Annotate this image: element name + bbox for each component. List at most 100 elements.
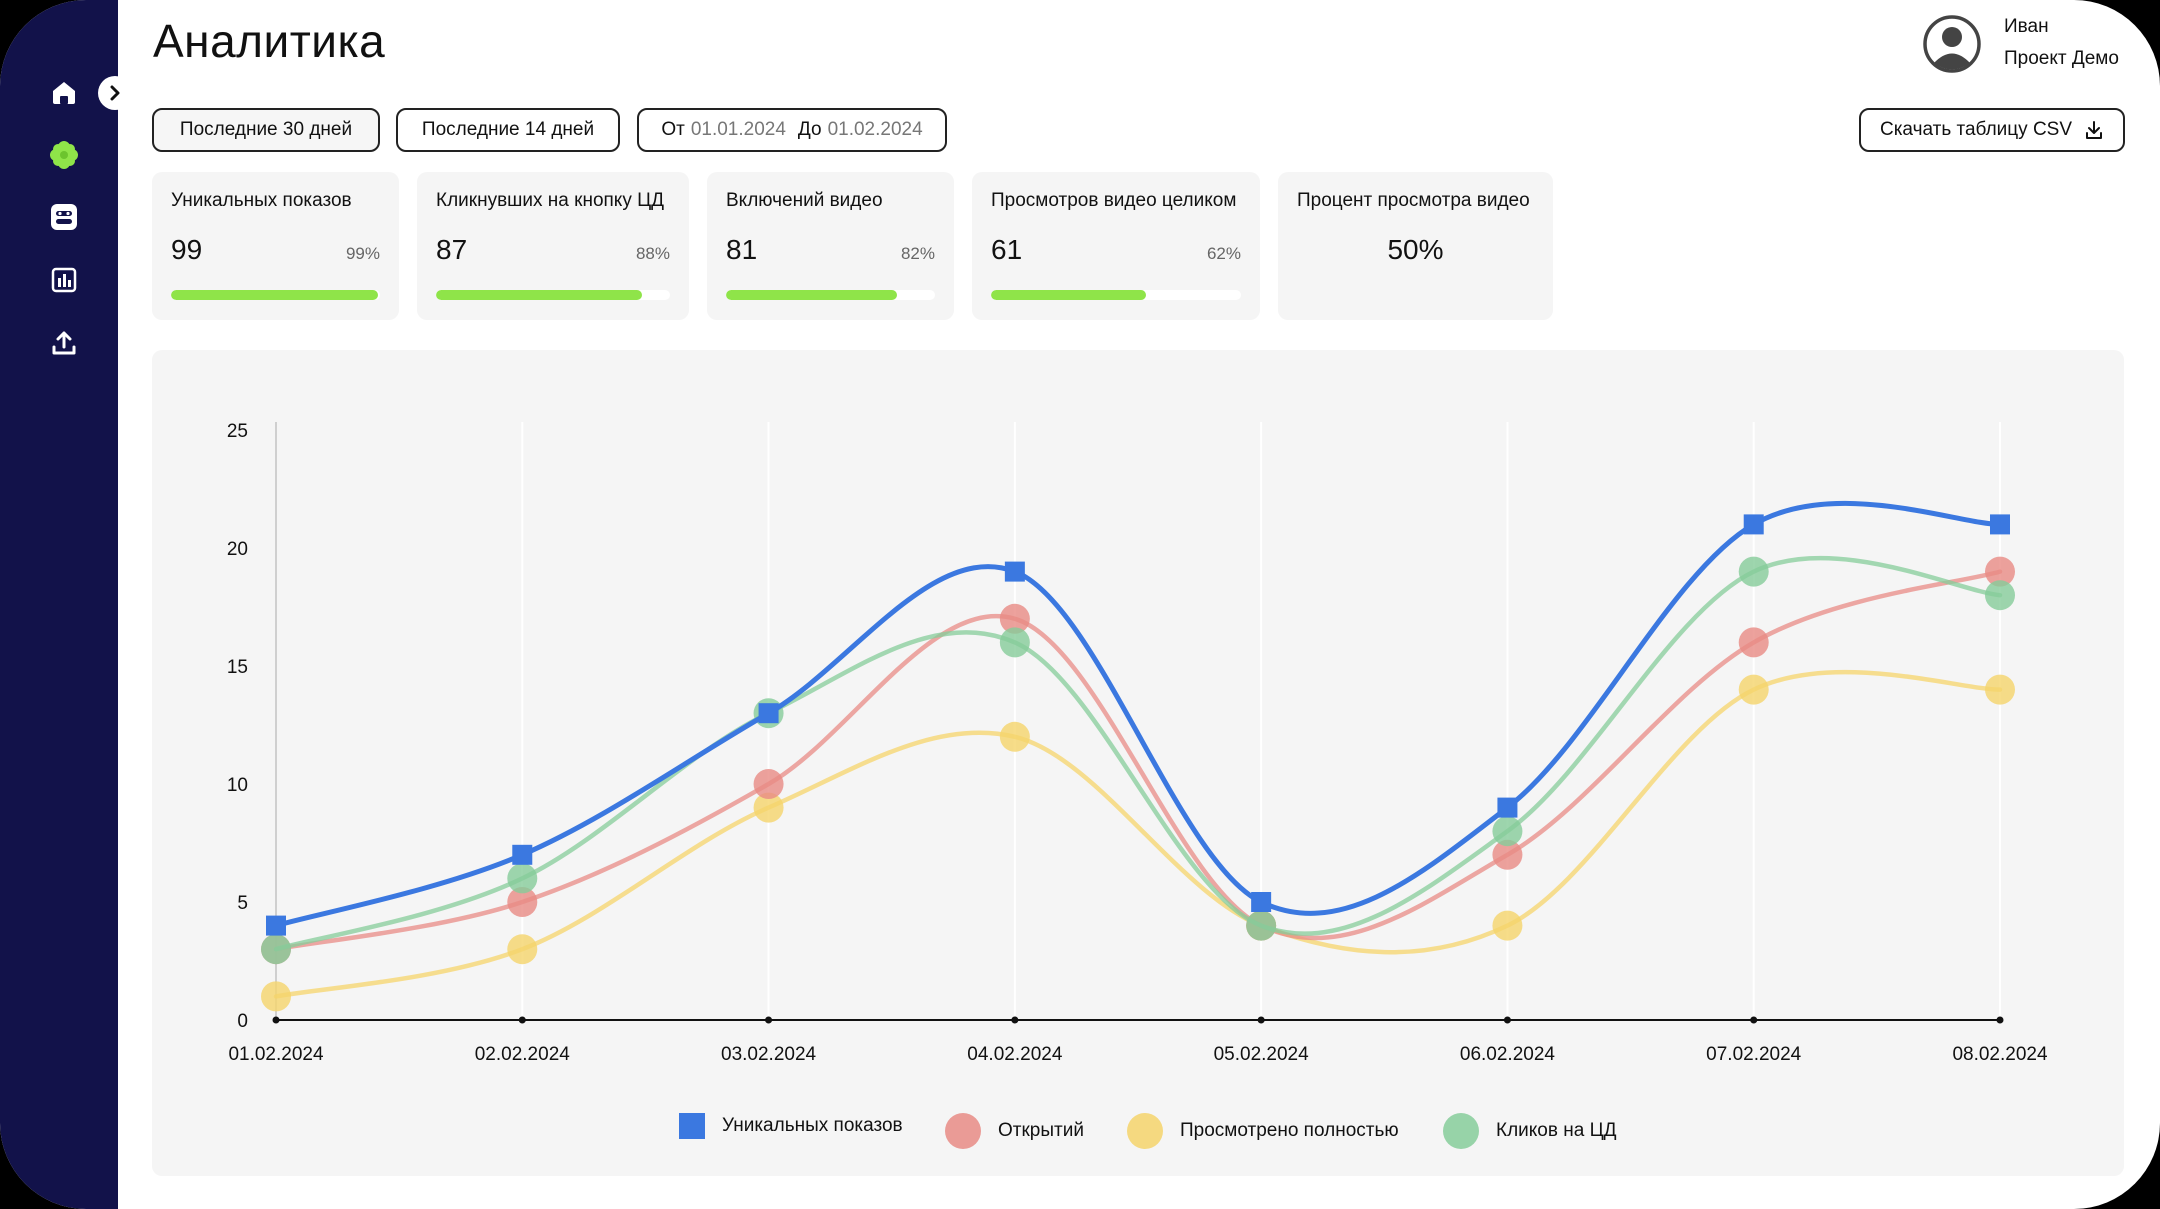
stat-card-title: Кликнувших на кнопку ЦД xyxy=(436,190,665,211)
series-line xyxy=(273,569,2003,952)
data-point-square[interactable] xyxy=(1251,892,1272,912)
avatar[interactable] xyxy=(1922,14,1982,74)
x-tick xyxy=(765,1016,773,1024)
x-tick xyxy=(272,1016,280,1024)
stat-card-value: 99 xyxy=(171,234,203,265)
x-tick xyxy=(518,1016,526,1024)
download-csv-label: Скачать таблицу CSV xyxy=(1879,119,2073,140)
download-csv-button[interactable]: Скачать таблицу CSV xyxy=(1859,108,2125,152)
data-point-square[interactable] xyxy=(1497,797,1518,818)
sidebar-item-analytics[interactable] xyxy=(46,262,82,298)
y-tick-label: 15 xyxy=(227,657,248,678)
y-tick-label: 25 xyxy=(227,421,248,442)
x-tick xyxy=(1011,1016,1019,1024)
page-title: Аналитика xyxy=(153,15,386,67)
x-tick xyxy=(1750,1016,1758,1024)
data-point-square[interactable] xyxy=(512,844,533,865)
download-icon xyxy=(2086,121,2103,139)
data-point-circle[interactable] xyxy=(1738,627,1769,658)
legend-square-icon xyxy=(679,1113,705,1139)
chevron-right-icon xyxy=(110,85,120,101)
stat-card-percent: 99% xyxy=(345,244,380,263)
sidebar-item-upload[interactable] xyxy=(46,325,82,361)
data-point-circle[interactable] xyxy=(999,603,1030,634)
last-14-days-button[interactable]: Последние 14 дней xyxy=(396,108,620,152)
data-point-square[interactable] xyxy=(1743,514,1764,535)
legend-item-opens[interactable]: Открытий xyxy=(944,1112,1084,1150)
chart-panel: 01.02.2024 02.02.2024 03.02.2024 04.02.2024… xyxy=(152,350,2124,1176)
stat-card-title: Уникальных показов xyxy=(171,190,352,211)
date-range-picker[interactable]: От 01.01.2024 До 01.02.2024 xyxy=(637,108,947,152)
x-tick xyxy=(1503,1016,1511,1024)
date-to-value[interactable]: 01.02.2024 xyxy=(827,119,923,140)
data-point-circle[interactable] xyxy=(1246,910,1277,941)
y-tick-label: 20 xyxy=(227,539,248,560)
last-30-days-button[interactable]: Последние 30 дней xyxy=(152,108,380,152)
legend-item-cta-clicks[interactable]: Кликов на ЦД xyxy=(1442,1112,1617,1150)
legend-circle-icon xyxy=(945,1113,981,1149)
x-tick-label: 04.02.2024 xyxy=(967,1044,1063,1065)
x-tick-label: 05.02.2024 xyxy=(1214,1044,1310,1065)
line-chart: 01.02.2024 02.02.2024 03.02.2024 04.02.2024… xyxy=(227,421,2048,1065)
data-point-circle[interactable] xyxy=(1492,839,1523,870)
user-menu[interactable]: Иван Проект Демо xyxy=(1922,12,2160,82)
data-point-square[interactable] xyxy=(266,915,286,936)
sidebar-item-home[interactable] xyxy=(46,74,82,110)
sidebar-item-creatives[interactable] xyxy=(46,137,82,173)
data-point-circle[interactable] xyxy=(507,934,538,965)
data-point-circle[interactable] xyxy=(1985,674,2015,705)
data-point-square[interactable] xyxy=(758,703,779,724)
data-point-circle[interactable] xyxy=(507,887,538,917)
x-tick-label: 07.02.2024 xyxy=(1706,1044,1802,1065)
data-point-circle[interactable] xyxy=(261,981,291,1012)
stat-card-video-starts: Включений видео 81 82% xyxy=(707,172,954,320)
x-tick-label: 08.02.2024 xyxy=(1952,1044,2048,1065)
data-point-circle[interactable] xyxy=(1738,674,1769,705)
stat-progress-bar xyxy=(726,290,935,300)
data-point-circle[interactable] xyxy=(507,863,538,894)
sidebar-collapse-button[interactable] xyxy=(98,76,132,110)
stat-card-title: Процент просмотра видео xyxy=(1297,190,1530,211)
stat-progress-fill xyxy=(991,290,1146,300)
date-from-value[interactable]: 01.01.2024 xyxy=(690,119,786,140)
stat-card-title: Включений видео xyxy=(726,190,883,211)
data-point-circle[interactable] xyxy=(1985,580,2015,611)
stat-card-view-rate: Процент просмотра видео 50% xyxy=(1278,172,1553,320)
legend-circle-icon xyxy=(1443,1113,1479,1149)
legend-circle-icon xyxy=(1127,1113,1163,1149)
stat-card-full-views: Просмотров видео целиком 61 62% xyxy=(972,172,1260,320)
data-point-square[interactable] xyxy=(1004,561,1025,582)
series-line xyxy=(273,500,2003,929)
stat-card-value: 50% xyxy=(1387,234,1444,265)
data-point-circle[interactable] xyxy=(1492,816,1523,847)
y-tick-label: 0 xyxy=(237,1011,248,1032)
data-point-circle[interactable] xyxy=(1492,910,1523,941)
face-scan-icon xyxy=(51,204,77,230)
stat-card-percent: 62% xyxy=(1206,244,1241,263)
sidebar-item-face[interactable] xyxy=(46,199,82,235)
data-point-circle[interactable] xyxy=(753,792,784,823)
x-tick xyxy=(1996,1016,2004,1024)
data-point-circle[interactable] xyxy=(753,769,784,799)
legend-label: Просмотрено полностью xyxy=(1180,1120,1399,1141)
stat-progress-fill xyxy=(436,290,642,300)
legend-label: Уникальных показов xyxy=(722,1115,903,1136)
date-to-label: До xyxy=(797,119,822,140)
data-point-circle[interactable] xyxy=(1985,556,2015,587)
legend-item-full-views[interactable]: Просмотрено полностью xyxy=(1126,1112,1399,1150)
data-point-circle[interactable] xyxy=(1738,556,1769,587)
user-name: Иван xyxy=(2004,16,2049,37)
upload-icon xyxy=(52,331,76,355)
data-point-square[interactable] xyxy=(1990,514,2010,535)
data-point-circle[interactable] xyxy=(999,721,1030,752)
stat-card-unique-views: Уникальных показов 99 99% xyxy=(152,172,399,320)
flower-icon xyxy=(50,141,78,169)
stat-progress-bar xyxy=(171,290,380,300)
stat-card-value: 81 xyxy=(726,234,758,265)
stat-card-percent: 88% xyxy=(635,244,670,263)
data-point-circle[interactable] xyxy=(261,934,291,965)
data-point-circle[interactable] xyxy=(999,627,1030,658)
legend-item-unique[interactable]: Уникальных показов xyxy=(678,1112,903,1140)
stat-card-title: Просмотров видео целиком xyxy=(991,190,1237,211)
legend-label: Открытий xyxy=(998,1120,1084,1141)
